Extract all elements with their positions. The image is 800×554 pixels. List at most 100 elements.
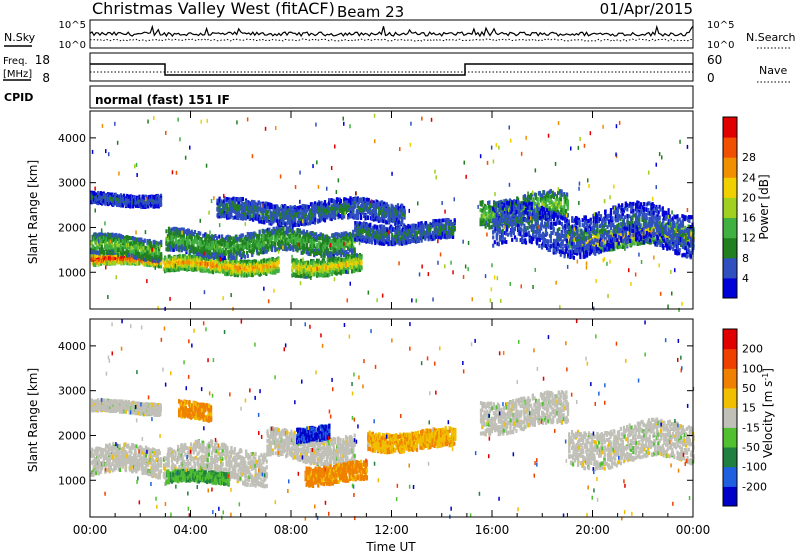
heatmap-cell xyxy=(160,256,163,260)
heatmap-cell xyxy=(118,238,121,243)
heatmap-cell xyxy=(174,266,177,271)
heatmap-cell xyxy=(129,261,132,266)
heatmap-cell xyxy=(104,252,107,257)
heatmap-cell xyxy=(146,259,149,264)
heatmap-cell xyxy=(151,195,154,200)
heatmap-cell xyxy=(149,244,153,249)
heatmap-cell xyxy=(154,262,157,267)
heatmap-cell xyxy=(306,243,309,247)
heatmap-cell xyxy=(210,261,213,266)
heatmap-cell xyxy=(102,194,105,199)
heatmap-cell xyxy=(97,191,100,196)
heatmap-cell xyxy=(118,203,121,208)
heatmap-cell xyxy=(140,252,143,257)
heatmap-cell xyxy=(115,238,118,243)
heatmap-cell xyxy=(192,257,195,262)
heatmap-cell xyxy=(165,263,168,268)
heatmap-cell xyxy=(98,236,102,241)
heatmap-cell xyxy=(175,233,178,238)
nsky-tick-bottom: 10^0 xyxy=(59,40,86,51)
heatmap-cell xyxy=(292,245,295,250)
heatmap-cell xyxy=(146,262,149,267)
heatmap-cell xyxy=(157,258,160,263)
heatmap-cell xyxy=(267,261,270,265)
heatmap-cell xyxy=(135,245,138,250)
heatmap-cell xyxy=(138,198,141,203)
heatmap-cell xyxy=(214,269,218,274)
nsearch-trace xyxy=(90,38,694,42)
heatmap-cell xyxy=(232,269,235,274)
heatmap-cell xyxy=(204,252,207,257)
heatmap-cell xyxy=(212,255,215,260)
heatmap-cell xyxy=(254,268,257,273)
heatmap-cell xyxy=(263,229,266,234)
heatmap-cell xyxy=(278,208,281,213)
heatmap-cell xyxy=(138,245,141,250)
heatmap-cell xyxy=(190,237,193,242)
heatmap-cell xyxy=(226,268,229,273)
heatmap-cell xyxy=(343,231,346,236)
heatmap-cell xyxy=(114,249,117,254)
heatmap-cell xyxy=(150,202,153,207)
heatmap-cell xyxy=(99,195,102,200)
heatmap-cell xyxy=(114,256,117,261)
heatmap-cell xyxy=(179,230,182,235)
heatmap-cell xyxy=(272,269,275,274)
nsearch-label: N.Search xyxy=(746,31,796,44)
heatmap-cell xyxy=(249,269,252,273)
heatmap-cell xyxy=(130,241,133,246)
heatmap-cell xyxy=(101,237,104,242)
heatmap-cell xyxy=(169,241,172,245)
heatmap-cell xyxy=(105,236,108,241)
heatmap-cell xyxy=(173,231,176,236)
heatmap-cell xyxy=(184,258,187,263)
heatmap-cell xyxy=(140,238,143,243)
heatmap-cell xyxy=(104,195,107,200)
heatmap-cell xyxy=(326,240,329,245)
heatmap-cell xyxy=(142,248,145,253)
heatmap-cell xyxy=(205,245,208,249)
heatmap-cell xyxy=(206,251,209,256)
heatmap-cell xyxy=(98,192,101,197)
heatmap-cell xyxy=(115,243,118,248)
heatmap-cell xyxy=(93,232,96,237)
heatmap-cell xyxy=(221,249,224,254)
heatmap-cell xyxy=(215,236,219,241)
heatmap-cell xyxy=(120,238,123,243)
heatmap-cell xyxy=(211,246,214,251)
heatmap-cell xyxy=(134,203,138,208)
heatmap-cell xyxy=(132,258,135,263)
heatmap-cell xyxy=(114,195,117,200)
heatmap-cell xyxy=(140,249,143,254)
heatmap-cell xyxy=(108,234,111,239)
heatmap-cell xyxy=(212,251,215,256)
heatmap-cell xyxy=(179,234,182,239)
power-heatmap xyxy=(90,113,695,312)
heatmap-cell xyxy=(120,251,123,256)
heatmap-cell xyxy=(200,247,203,252)
heatmap-cell xyxy=(214,260,218,265)
heatmap-cell xyxy=(180,263,183,268)
heatmap-cell xyxy=(195,264,198,269)
heatmap-cell xyxy=(159,261,163,266)
heatmap-cell xyxy=(114,236,117,241)
heatmap-cell xyxy=(117,243,120,247)
heatmap-cell xyxy=(112,261,115,266)
heatmap-cell xyxy=(194,254,197,259)
heatmap-cell xyxy=(100,244,103,249)
heatmap-cell xyxy=(147,239,150,244)
heatmap-cell xyxy=(258,261,261,266)
heatmap-cell xyxy=(204,261,207,266)
heatmap-cell xyxy=(226,271,229,276)
station-title: Christmas Valley West (fitACF) xyxy=(92,0,335,18)
heatmap-cell xyxy=(199,241,202,246)
heatmap-cell xyxy=(300,230,303,235)
heatmap-cell xyxy=(269,260,273,265)
heatmap-cell xyxy=(93,199,96,204)
heatmap-cell xyxy=(199,238,202,243)
heatmap-cell xyxy=(173,228,176,233)
heatmap-cell xyxy=(112,196,115,201)
heatmap-cell xyxy=(112,202,115,207)
heatmap-cell xyxy=(190,240,193,245)
